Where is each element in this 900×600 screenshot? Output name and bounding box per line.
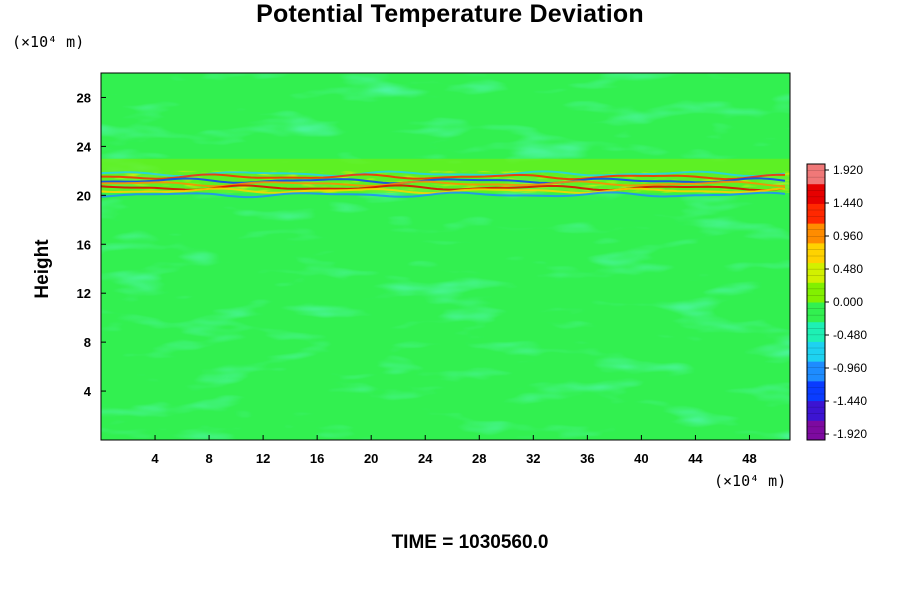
y-axis-unit: (×10⁴ m) [12, 33, 85, 51]
x-tick-label: 48 [742, 451, 756, 466]
y-axis: 4 8 12 16 20 24 28 [77, 90, 106, 399]
x-tick-label: 28 [472, 451, 486, 466]
colorbar-swatch [807, 361, 825, 382]
time-label: TIME = 1030560.0 [391, 532, 549, 553]
band-stripe [100, 191, 786, 199]
x-axis: 4 8 12 16 20 24 28 32 36 40 44 48 [151, 435, 757, 466]
heatmap-texture [101, 73, 790, 440]
colorbar: 1.920 1.440 0.960 0.480 0.000 -0.480 -0.960 -1.… [806, 163, 867, 441]
colorbar-swatch [807, 183, 825, 204]
y-tick-label: 4 [84, 384, 92, 399]
y-tick-label: 16 [77, 237, 91, 252]
colorbar-swatch [807, 164, 825, 185]
x-tick-label: 32 [526, 451, 540, 466]
x-tick-label: 4 [151, 451, 159, 466]
colorbar-label: 1.920 [833, 163, 863, 177]
colorbar-label: 1.440 [833, 196, 863, 210]
y-tick-label: 28 [77, 90, 91, 105]
y-tick-label: 24 [77, 139, 92, 154]
plot-area [100, 72, 791, 441]
colorbar-label: 0.480 [833, 262, 863, 276]
plot-frame [100, 72, 791, 441]
colorbar-label: 0.960 [833, 229, 863, 243]
band-stripe [101, 173, 786, 181]
band-stripe [100, 170, 786, 178]
y-tick-label: 8 [84, 335, 91, 350]
x-tick-label: 8 [205, 451, 212, 466]
colorbar-swatch [807, 282, 825, 303]
colorbar-label: -0.480 [833, 328, 867, 342]
colorbar-label: 0.000 [833, 295, 863, 309]
colorbar-swatch [807, 223, 825, 244]
x-tick-label: 40 [634, 451, 648, 466]
colorbar-label: -1.440 [833, 394, 867, 408]
colorbar-swatch [807, 321, 825, 342]
colorbar-swatch [807, 242, 825, 264]
x-tick-label: 44 [688, 451, 703, 466]
colorbar-swatch [807, 262, 825, 283]
x-axis-unit: (×10⁴ m) [714, 472, 787, 490]
band-stripe [100, 180, 786, 188]
x-tick-label: 12 [256, 451, 270, 466]
x-tick-label: 36 [580, 451, 594, 466]
colorbar-swatch [807, 302, 825, 323]
colorbar-label: -1.920 [833, 427, 867, 441]
chart-title: Potential Temperature Deviation [256, 0, 644, 28]
colorbar-label: -0.960 [833, 361, 867, 375]
colorbar-swatch [807, 420, 825, 441]
colorbar-swatch [807, 400, 825, 421]
x-tick-label: 24 [418, 451, 433, 466]
band-stripe [100, 177, 786, 185]
y-tick-label: 12 [77, 286, 91, 301]
colorbar-swatch [807, 203, 825, 224]
colorbar-swatch [807, 380, 825, 402]
x-tick-label: 20 [364, 451, 378, 466]
colorbar-swatch [807, 341, 825, 362]
y-tick-label: 20 [77, 188, 91, 203]
x-tick-label: 16 [310, 451, 324, 466]
